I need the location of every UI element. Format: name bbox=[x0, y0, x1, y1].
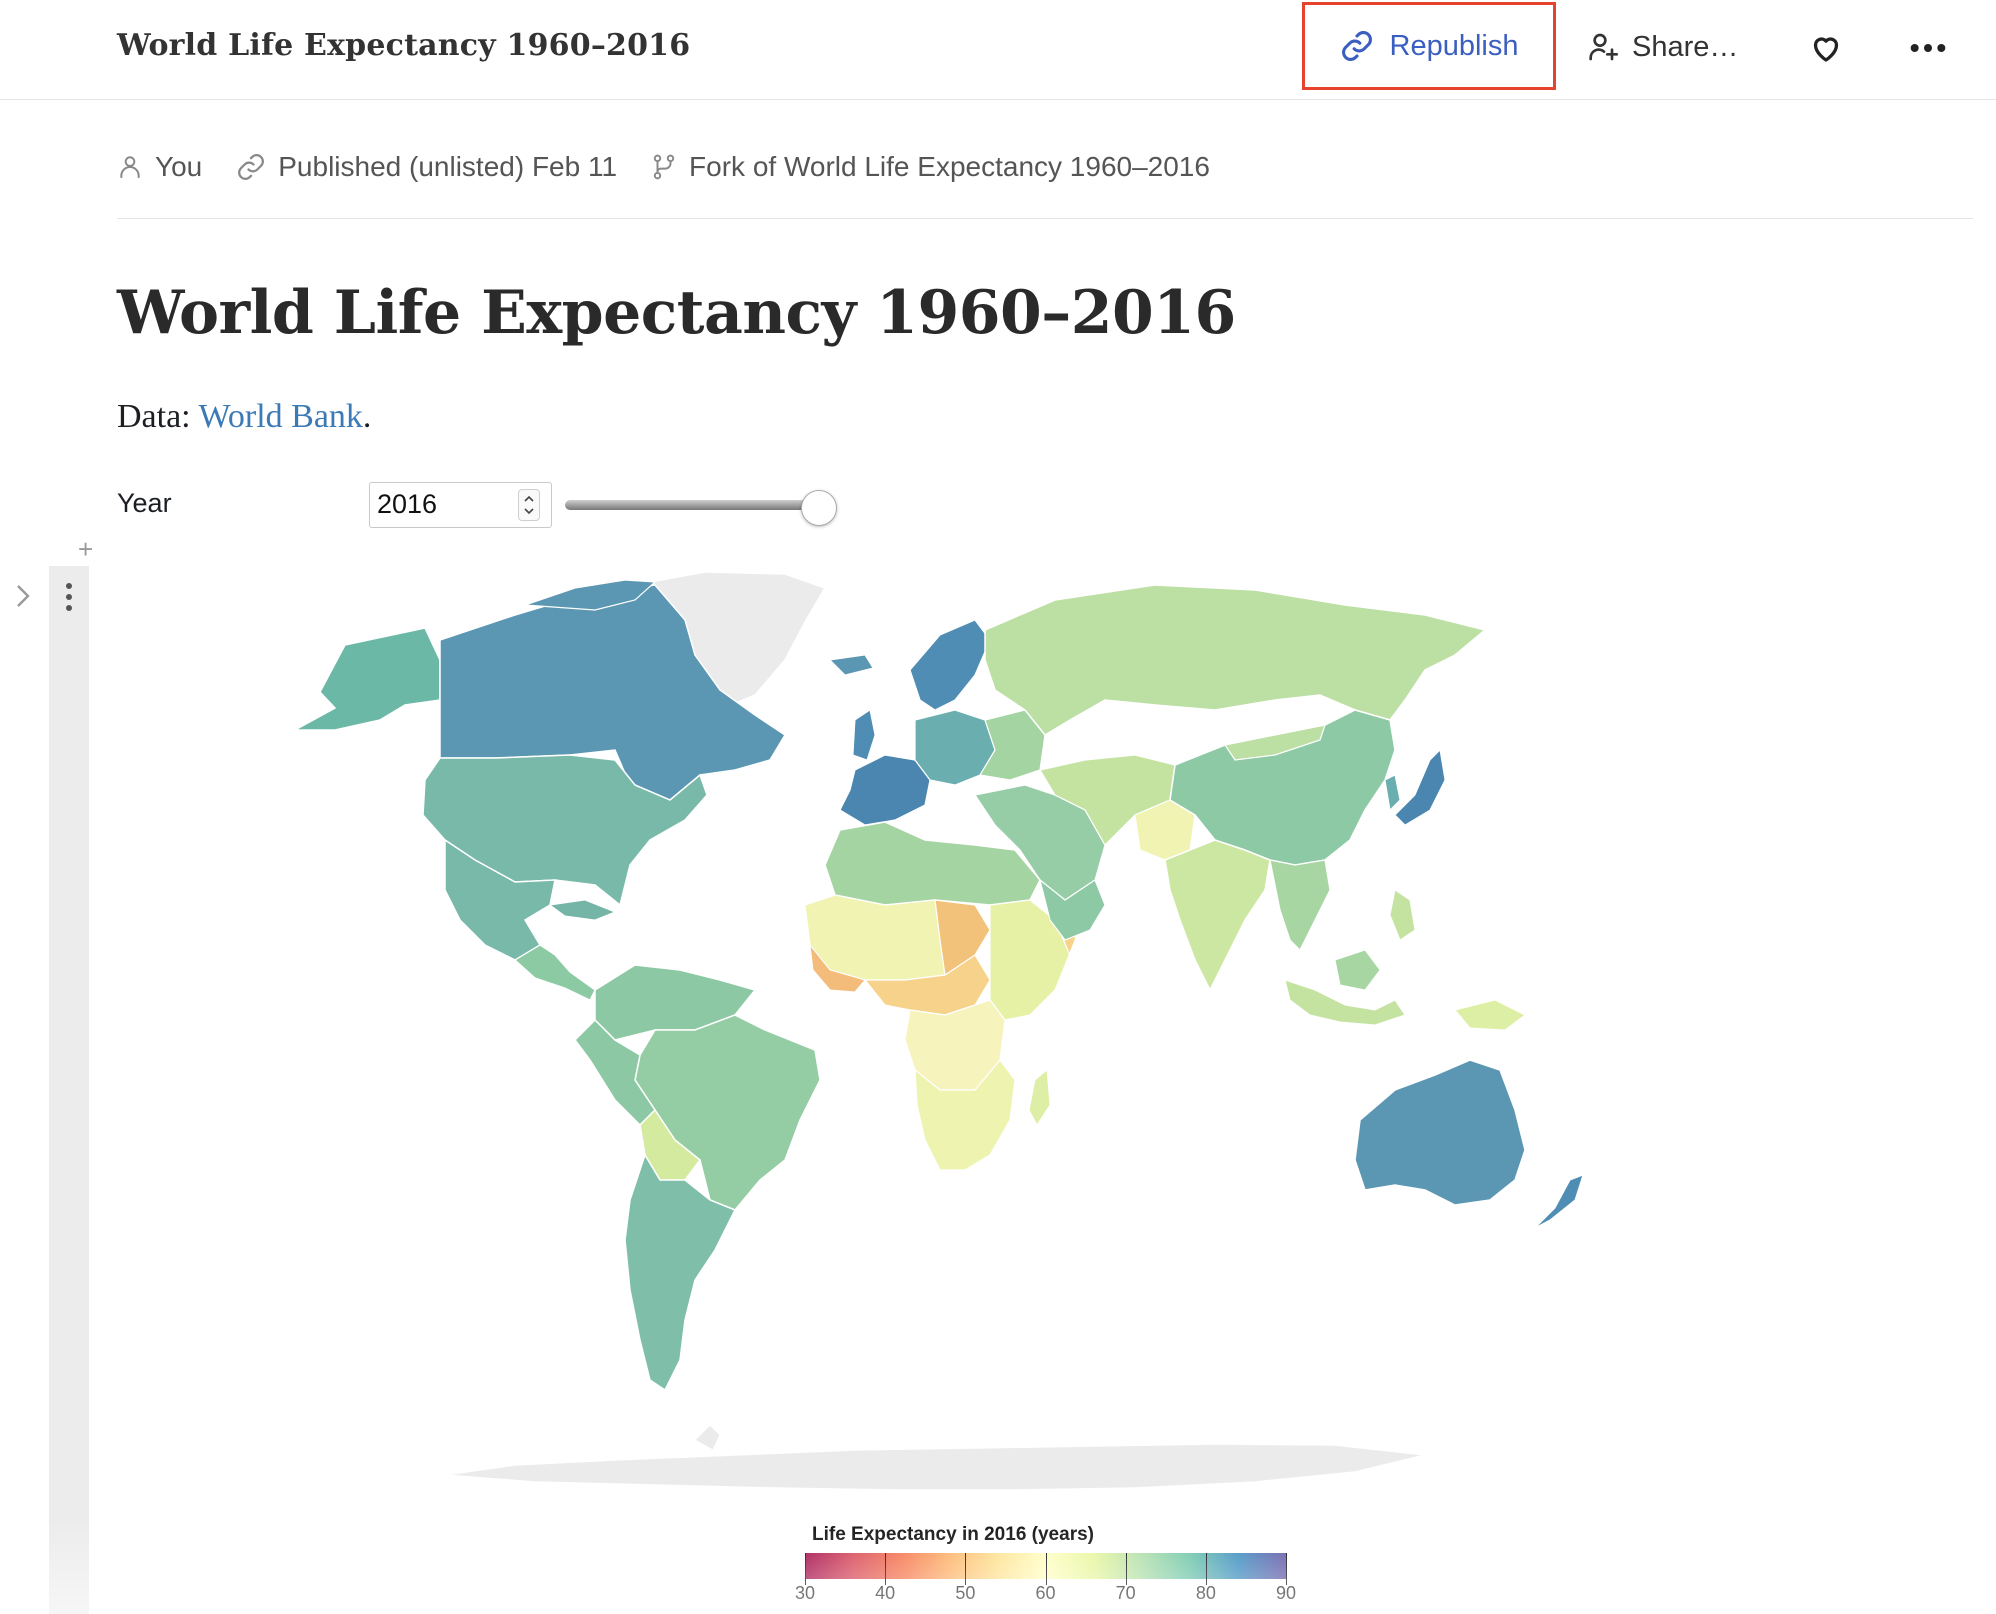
year-slider-thumb[interactable] bbox=[801, 490, 837, 526]
republish-label: Republish bbox=[1389, 29, 1519, 62]
country-mexico[interactable] bbox=[444, 838, 556, 961]
link-icon bbox=[238, 154, 265, 180]
republish-button[interactable]: Republish bbox=[1302, 2, 1556, 90]
legend-tick bbox=[885, 1553, 887, 1585]
cell-gutter bbox=[49, 566, 89, 1614]
ellipsis-icon[interactable] bbox=[1908, 30, 1948, 66]
person-icon bbox=[120, 156, 140, 178]
country-chad[interactable] bbox=[934, 899, 991, 977]
region-antarctica[interactable] bbox=[444, 1443, 1426, 1491]
spinner-arrows-icon bbox=[524, 495, 534, 515]
region-western-europe[interactable] bbox=[839, 754, 931, 826]
legend-tick bbox=[1286, 1553, 1287, 1585]
fork-label: Fork of World Life Expectancy 1960–2016 bbox=[689, 151, 1210, 182]
region-west-africa-coast[interactable] bbox=[809, 943, 866, 993]
region-southern-cone[interactable] bbox=[624, 1153, 737, 1392]
data-suffix: . bbox=[362, 398, 372, 435]
author-label: You bbox=[155, 151, 203, 182]
link-icon bbox=[1341, 31, 1372, 61]
country-usa-alaska[interactable] bbox=[294, 627, 441, 731]
region-central-america[interactable] bbox=[513, 944, 596, 1001]
legend-tick-label: 80 bbox=[1195, 1583, 1216, 1603]
published-item[interactable]: Published (unlisted) Feb 11 bbox=[236, 151, 617, 183]
notebook-title: World Life Expectancy 1960–2016 bbox=[117, 28, 691, 63]
fork-icon bbox=[653, 154, 675, 180]
region-nigeria-chad[interactable] bbox=[863, 954, 991, 1016]
notebook-meta: You Published (unlisted) Feb 11 Fork of … bbox=[117, 145, 1210, 189]
world-bank-link[interactable]: World Bank bbox=[198, 398, 363, 435]
region-southeast-asia[interactable] bbox=[1269, 859, 1331, 952]
country-india[interactable] bbox=[1164, 839, 1271, 992]
country-madagascar[interactable] bbox=[1028, 1069, 1051, 1126]
region-borneo[interactable] bbox=[1334, 949, 1381, 991]
country-iceland[interactable] bbox=[828, 654, 874, 676]
top-bar: World Life Expectancy 1960–2016 Republis… bbox=[0, 0, 1996, 100]
country-japan[interactable] bbox=[1394, 748, 1446, 826]
legend-tick bbox=[805, 1553, 806, 1585]
country-canada-islands[interactable] bbox=[524, 579, 657, 611]
region-scandinavia[interactable] bbox=[909, 619, 991, 711]
person-add-icon bbox=[1589, 33, 1618, 61]
author-item[interactable]: You bbox=[117, 151, 202, 183]
legend-tick bbox=[1205, 1553, 1207, 1585]
add-cell-button[interactable]: + bbox=[78, 534, 94, 564]
legend-tick-label: 90 bbox=[1275, 1583, 1297, 1603]
region-arabian-peninsula[interactable] bbox=[1038, 878, 1106, 941]
country-uk[interactable] bbox=[852, 709, 876, 761]
legend-tick-label: 70 bbox=[1115, 1583, 1136, 1603]
data-source-line: Data: World Bank. bbox=[117, 398, 371, 436]
legend-tick-label: 30 bbox=[794, 1583, 816, 1603]
region-caribbean[interactable] bbox=[548, 899, 617, 921]
year-spinner[interactable] bbox=[518, 489, 540, 521]
data-prefix: Data: bbox=[117, 398, 199, 435]
country-philippines[interactable] bbox=[1389, 889, 1416, 941]
region-maritime-southeast-asia[interactable] bbox=[1284, 979, 1406, 1026]
legend-ticks: 30 40 50 60 70 80 90 bbox=[795, 1553, 1296, 1603]
cell-menu-icon[interactable] bbox=[62, 580, 76, 614]
year-slider-track[interactable] bbox=[565, 500, 823, 510]
legend-title: Life Expectancy in 2016 (years) bbox=[812, 1524, 1094, 1545]
legend-tick bbox=[965, 1553, 967, 1585]
legend-tick bbox=[1045, 1553, 1047, 1585]
meta-divider bbox=[117, 218, 1973, 219]
region-antarctic-peninsula[interactable] bbox=[694, 1424, 721, 1451]
legend-tick bbox=[1125, 1553, 1127, 1585]
legend-tick-label: 60 bbox=[1035, 1583, 1056, 1603]
page-title: World Life Expectancy 1960–2016 bbox=[117, 278, 1236, 348]
country-papua-new-guinea[interactable] bbox=[1454, 999, 1526, 1031]
legend-tick-label: 40 bbox=[875, 1583, 896, 1603]
region-korea[interactable] bbox=[1384, 774, 1401, 812]
country-russia[interactable] bbox=[984, 584, 1487, 736]
country-australia[interactable] bbox=[1354, 1059, 1526, 1206]
share-label: Share… bbox=[1632, 30, 1739, 63]
world-map bbox=[294, 571, 1584, 1491]
country-new-zealand[interactable] bbox=[1534, 1174, 1584, 1229]
country-mongolia[interactable] bbox=[1224, 724, 1326, 761]
published-label: Published (unlisted) Feb 11 bbox=[278, 151, 618, 182]
share-button[interactable]: Share… bbox=[1588, 22, 1738, 72]
fork-item[interactable]: Fork of World Life Expectancy 1960–2016 bbox=[651, 151, 1210, 183]
chevron-right-icon[interactable] bbox=[12, 582, 34, 610]
region-east-africa[interactable] bbox=[989, 899, 1071, 1021]
region-southern-africa[interactable] bbox=[914, 1059, 1016, 1171]
heart-icon[interactable] bbox=[1808, 30, 1844, 66]
year-label: Year bbox=[117, 488, 172, 518]
legend-tick-label: 50 bbox=[955, 1583, 976, 1603]
